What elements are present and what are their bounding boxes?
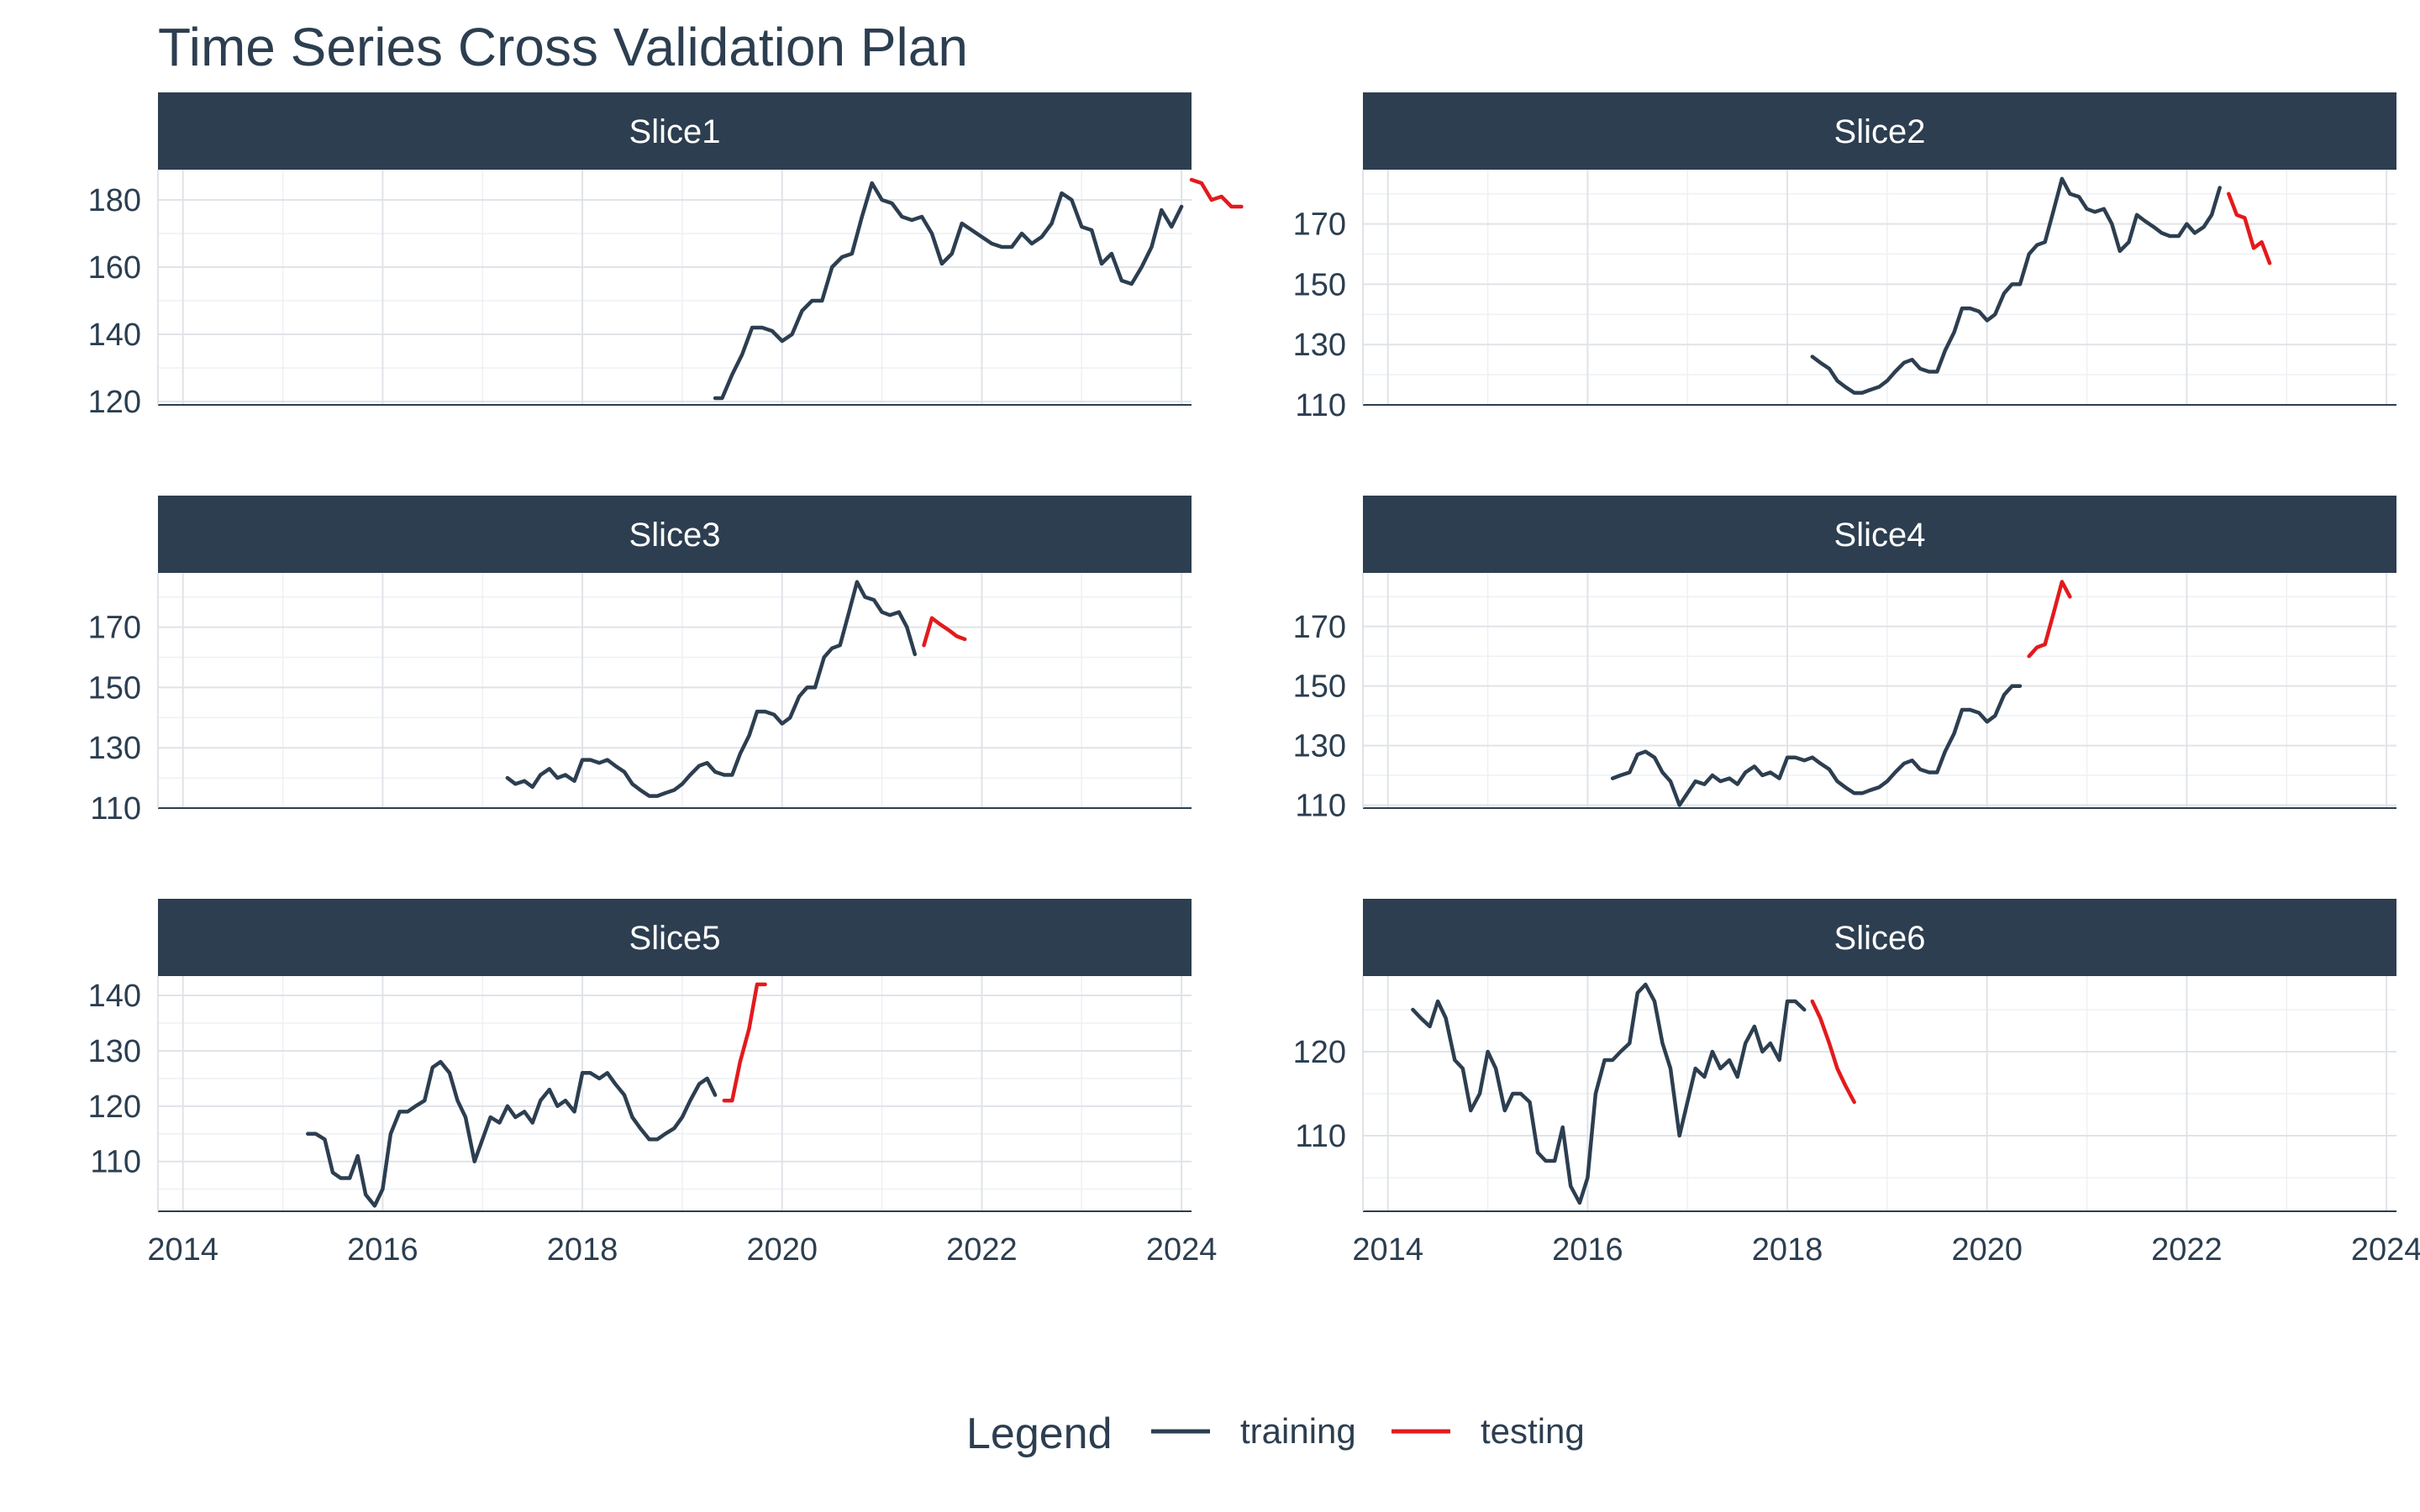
series-line-training [306,1059,718,1208]
y-tick-label: 120 [88,385,141,420]
panels-layer: Slice1120140160180Slice2110130150170Slic… [88,92,2420,1268]
legend-label-testing: testing [1481,1411,1585,1451]
facet-panel-2: Slice2 110 130 150 170 [1293,92,2396,423]
y-tick-label: 140 [88,318,141,353]
y-tick-label: 110 [1295,1119,1346,1154]
series-line-testing [1810,999,1856,1105]
x-tick-label: 2018 [1752,1232,1823,1268]
y-tick-label: 110 [1295,788,1346,823]
facet-panel-6: Slice6 110 120 2014 2016 2018 2020 2022 2024 [1293,899,2420,1268]
x-tick-label: 2014 [147,1232,218,1268]
legend-label-training: training [1240,1411,1356,1451]
x-tick-label: 2014 [1352,1232,1423,1268]
series-line-testing [922,616,967,648]
facet-strip [158,92,1192,170]
facet-strip-label: Slice2 [1834,113,1926,150]
facet-strip [1363,92,2396,170]
y-tick-label: 170 [1293,610,1346,645]
series-line-training [505,580,918,798]
series-line-training [713,181,1184,401]
facet-strip [158,496,1192,573]
facet-strip [1363,496,2396,573]
y-tick-label: 130 [1293,328,1346,363]
x-tick-label: 2020 [746,1232,818,1268]
y-tick-label: 120 [88,1089,141,1125]
x-tick-label: 2018 [547,1232,618,1268]
facet-strip-label: Slice3 [629,517,721,554]
y-tick-label: 170 [1293,207,1346,243]
y-tick-label: 130 [88,1034,141,1069]
x-tick-label: 2024 [1146,1232,1218,1268]
series-line-testing [722,982,767,1103]
y-tick-label: 160 [88,250,141,286]
legend-title: Legend [966,1410,1113,1458]
y-tick-label: 120 [1293,1035,1346,1070]
series-line-testing [2227,192,2272,265]
x-tick-label: 2016 [347,1232,418,1268]
y-tick-label: 130 [1293,729,1346,764]
facet-panel-3: Slice3 110 130 150 170 [88,496,1192,827]
y-tick-label: 110 [1295,388,1346,423]
facet-strip-label: Slice5 [629,920,721,957]
y-tick-label: 110 [90,791,141,827]
facet-strip-label: Slice6 [1834,920,1926,957]
x-tick-label: 2022 [946,1232,1018,1268]
series-line-training [1810,176,2222,395]
x-tick-label: 2022 [2151,1232,2223,1268]
x-tick-label: 2016 [1552,1232,1623,1268]
facet-strip-label: Slice4 [1834,517,1926,554]
facet-panel-4: Slice4 110 130 150 170 [1293,496,2396,823]
facet-strip [158,899,1192,976]
series-line-testing [1189,177,1244,209]
facet-strip [1363,899,2396,976]
series-line-training [1610,684,2023,807]
y-tick-label: 130 [88,731,141,766]
y-tick-label: 150 [1293,669,1346,705]
x-tick-label: 2024 [2351,1232,2420,1268]
y-tick-label: 110 [90,1145,141,1180]
facet-panel-5: Slice5 110 120 130 140 2014 2016 2018 2020 2022 20… [88,899,1218,1268]
legend: Legend training testing [966,1410,1585,1458]
y-tick-label: 170 [88,611,141,646]
facet-strip-label: Slice1 [629,113,721,150]
series-line-testing [2027,580,2072,659]
x-tick-label: 2020 [1951,1232,2023,1268]
chart-title: Time Series Cross Validation Plan [158,17,968,77]
y-tick-label: 150 [1293,267,1346,302]
facet-panel-1: Slice1 120 140 160 180 [88,92,1244,420]
y-tick-label: 140 [88,979,141,1014]
y-tick-label: 150 [88,670,141,706]
series-line-training [1411,982,1807,1205]
y-tick-label: 180 [88,183,141,218]
